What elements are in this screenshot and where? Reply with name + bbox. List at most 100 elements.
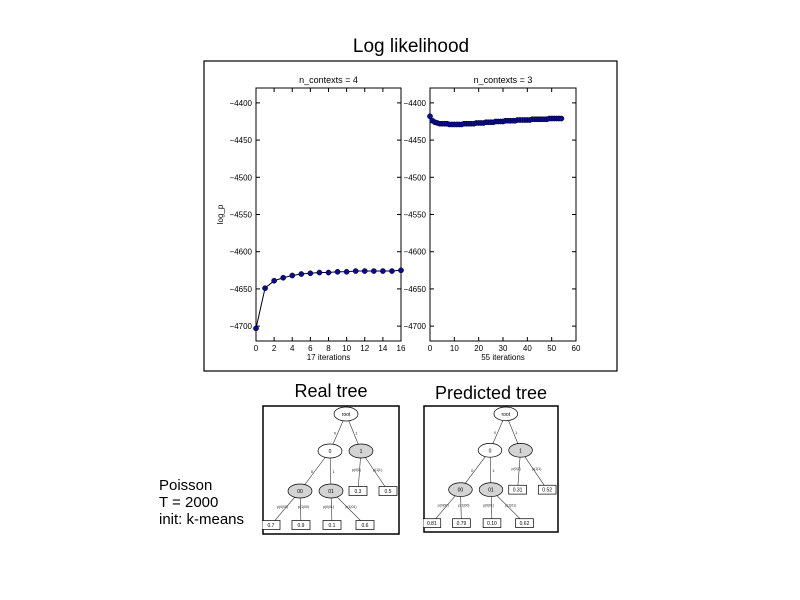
tree-node-root (333, 406, 359, 422)
x-tick-label: 20 (474, 344, 483, 353)
x-tick-label: 6 (308, 344, 313, 353)
tree-leaf (508, 484, 527, 495)
panel-title: n_contexts = 3 (474, 75, 533, 85)
y-tick-label: −4700 (230, 322, 253, 331)
tree-node-right (348, 443, 374, 459)
x-tick-label: 4 (290, 344, 295, 353)
x-tick-label: 0 (254, 344, 259, 353)
probability-label: p(0|00) (438, 503, 449, 507)
edge-label: 1 (492, 468, 495, 473)
tree-leaf-value: 0.10 (487, 521, 497, 527)
data-point (280, 274, 287, 281)
tree-leaf-value: 0.31 (513, 488, 523, 494)
probability-label: p(0|01) (323, 505, 334, 509)
tree-leaf (452, 518, 471, 528)
probability-label: p(1|00) (458, 503, 469, 507)
tree-leaf-value: 0.7 (268, 523, 275, 529)
data-point (352, 268, 359, 274)
y-axis-label: log_p (216, 204, 225, 224)
tree-leaf-value: 0.62 (520, 521, 530, 527)
data-point (427, 113, 433, 120)
tree-node-ll (448, 482, 473, 497)
predicted-tree-title: Predicted tree (434, 383, 548, 403)
chart-panel-n-contexts-3: 0 10 20 30 40 50 60 −4400 −4450 −4500 −4550 −4600 −4… (404, 75, 581, 362)
probability-label: p(1|00) (298, 505, 309, 509)
x-tick-label: 10 (450, 344, 459, 353)
data-point (316, 269, 323, 276)
tree-frame (423, 405, 559, 533)
tree-leaf-value: 0.9 (298, 523, 305, 529)
x-tick-label: 8 (326, 344, 331, 353)
probability-label: p(0|00) (277, 505, 288, 509)
tree-leaf (378, 486, 398, 496)
data-point (361, 268, 368, 274)
tree-leaf (348, 486, 368, 496)
y-tick-label: −4500 (230, 173, 253, 182)
x-tick-label: 2 (272, 344, 277, 353)
data-point (398, 267, 404, 274)
edge-label: 0 (494, 430, 497, 435)
probability-label: p(0|1) (352, 468, 361, 472)
tree-leaf (355, 520, 375, 530)
tree-leaf-value: 0.79 (457, 521, 467, 527)
edge-label: 1 (515, 430, 518, 435)
y-tick-label: −4400 (404, 99, 427, 108)
probability-label: p(1|1) (373, 468, 382, 472)
tree-node-label: 00 (458, 488, 464, 494)
x-axis-label: 55 iterations (481, 353, 525, 362)
y-tick-label: −4550 (230, 211, 253, 220)
y-tick-label: −4450 (230, 136, 253, 145)
real-tree-title: Real tree (294, 381, 368, 401)
probability-label: p(1|01) (345, 505, 356, 509)
tree-node-label: 00 (297, 489, 303, 495)
data-point (271, 277, 277, 284)
tree-node-ll (287, 483, 313, 499)
data-point (334, 268, 341, 275)
edge-label: 1 (332, 469, 335, 474)
data-point (370, 268, 377, 274)
note-length: T = 2000 (159, 494, 219, 511)
tree-leaf (537, 484, 557, 495)
y-tick-label: −4700 (404, 322, 427, 331)
x-tick-label: 40 (523, 344, 532, 353)
tree-node-label: 01 (488, 488, 494, 494)
x-tick-label: 30 (499, 344, 508, 353)
chart-frame (203, 60, 618, 372)
x-tick-label: 50 (547, 344, 556, 353)
tree-node-right (508, 443, 533, 458)
data-point (343, 268, 350, 275)
x-tick-label: 16 (397, 344, 406, 353)
tree-leaf-value: 0.5 (385, 489, 392, 495)
panel-title: n_contexts = 4 (299, 75, 358, 85)
note-distribution: Poisson (159, 477, 213, 494)
x-tick-label: 12 (360, 344, 369, 353)
data-point (389, 268, 395, 274)
note-init: init: k-means (159, 511, 245, 528)
x-tick-label: 60 (572, 344, 581, 353)
probability-label: p(1|01) (505, 503, 516, 507)
tree-leaf (291, 520, 311, 530)
figure-title: Log likelihood (352, 36, 470, 57)
y-tick-label: −4400 (230, 99, 253, 108)
data-point (262, 285, 268, 292)
data-point (380, 268, 386, 274)
x-tick-label: 0 (428, 344, 433, 353)
y-tick-label: −4650 (404, 285, 427, 294)
edge-label: 0 (471, 468, 474, 473)
figure-notes: Poisson T = 2000 init: k-means (159, 477, 244, 528)
probability-label: p(0|01) (483, 503, 494, 507)
data-point (307, 270, 314, 277)
y-tick-label: −4550 (404, 211, 427, 220)
tree-node-label: 01 (328, 489, 334, 495)
edge-label: 1 (355, 431, 358, 436)
tree-node-label: 0 (489, 448, 492, 454)
y-tick-label: −4600 (404, 248, 427, 257)
data-point (558, 115, 565, 122)
tree-leaf (515, 518, 534, 528)
real-tree-diagram: 0 10 1p(0|00) p(1|00) p(0|01) p(1|01)p(0|1) p(… (262, 405, 400, 535)
tree-leaf (322, 520, 342, 530)
tree-leaf (482, 518, 502, 528)
x-axis-label: 17 iterations (307, 353, 351, 362)
probability-label: p(1|1) (532, 467, 541, 471)
